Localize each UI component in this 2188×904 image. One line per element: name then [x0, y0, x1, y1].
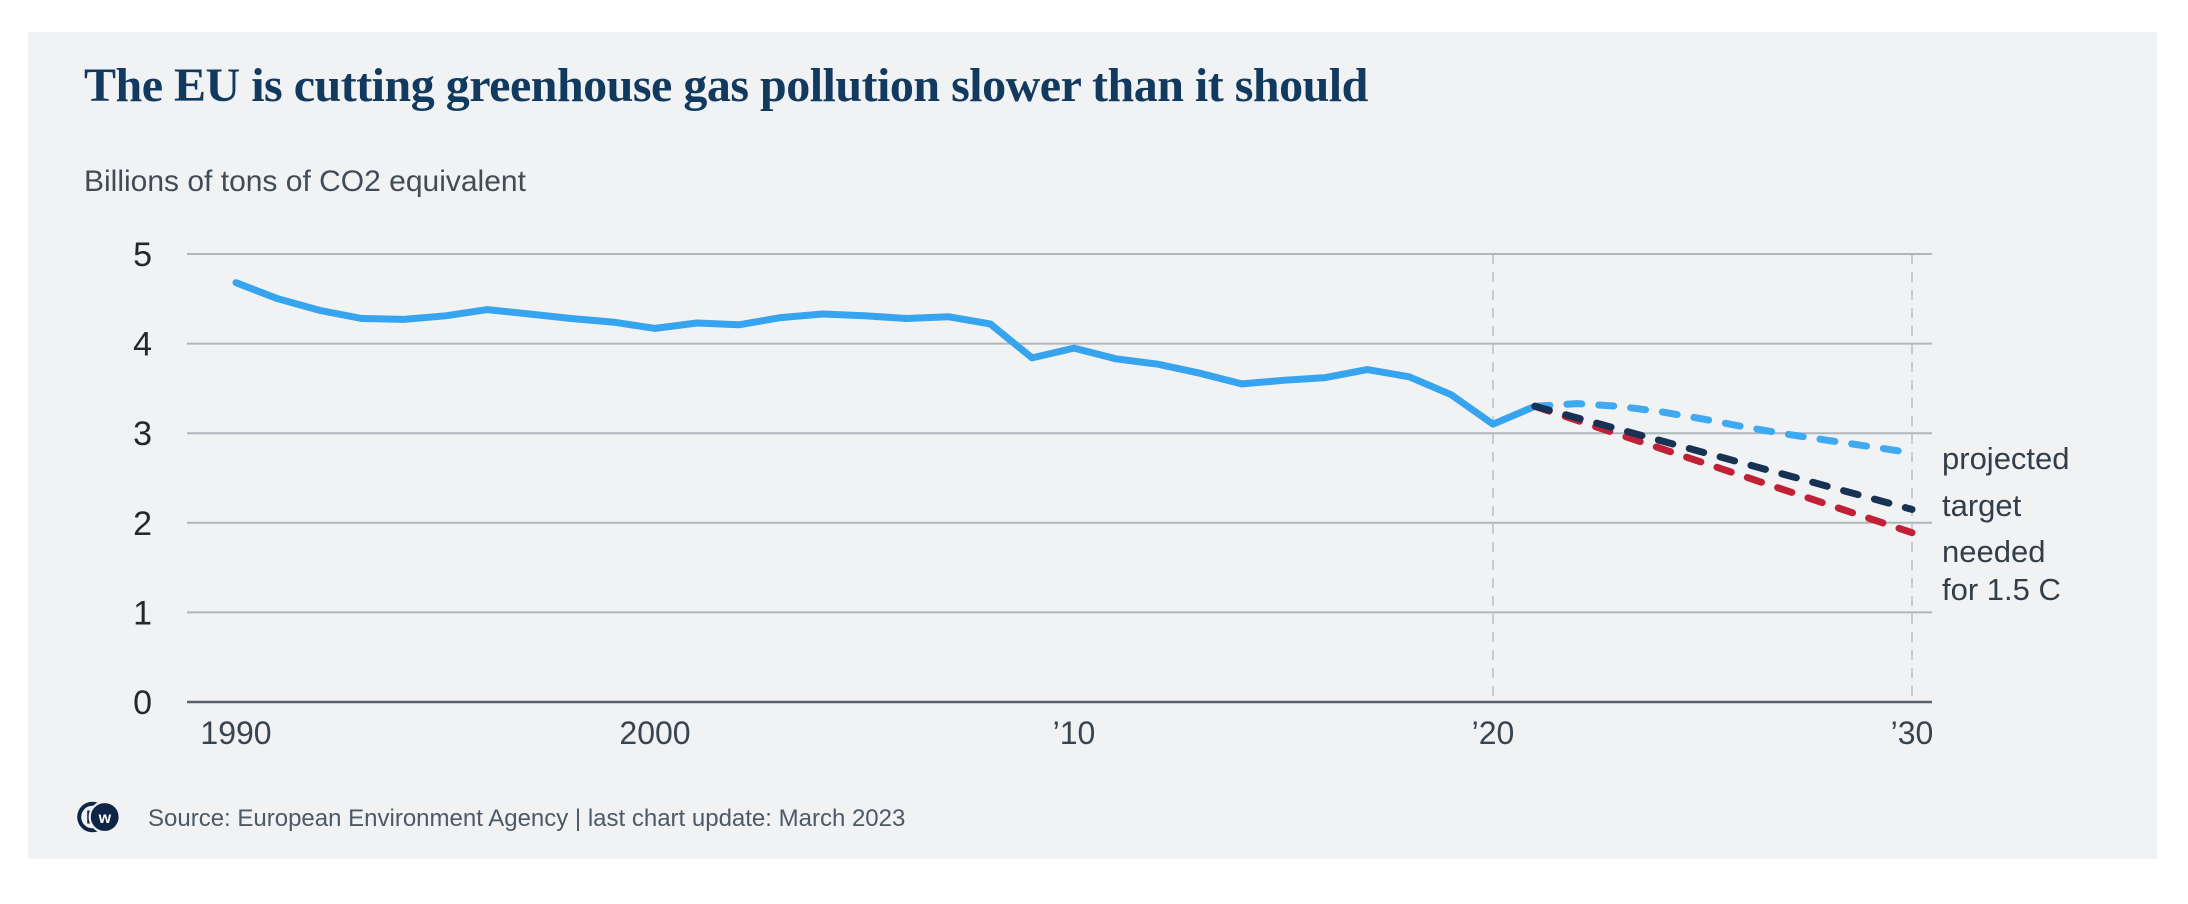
chart-subtitle: Billions of tons of CO2 equivalent: [84, 165, 526, 198]
dw-logo-right-circle: [88, 800, 120, 834]
x-tick-label-2020: ’20: [1472, 715, 1515, 751]
y-tick-label-1: 1: [133, 594, 152, 632]
series-label-needed-for-1-5-c: needed for 1.5 C: [1942, 533, 2061, 609]
y-tick-label-2: 2: [133, 505, 152, 543]
y-tick-label-4: 4: [133, 326, 152, 364]
series-label-target: target: [1942, 488, 2022, 523]
source-text: Source: European Environment Agency | la…: [148, 805, 906, 832]
x-tick-label-2000: 2000: [619, 715, 690, 751]
chart-card: [28, 32, 2157, 859]
series-needed-for-1-5-c: [1531, 402, 1916, 537]
x-tick-label-2030: ’30: [1891, 715, 1934, 751]
series-projected: [1531, 400, 1916, 457]
chart-title: The EU is cutting greenhouse gas polluti…: [84, 59, 1368, 112]
series-historical-emissions: [232, 279, 1539, 428]
x-tick-label-2010: ’10: [1053, 715, 1096, 751]
y-tick-label-3: 3: [133, 415, 152, 453]
series-label-needed-line2: for 1.5 C: [1942, 572, 2061, 607]
dw-logo: D w: [77, 800, 120, 834]
series-label-projected: projected: [1942, 441, 2070, 476]
y-tick-label-5: 5: [133, 236, 152, 274]
y-tick-label-0: 0: [133, 684, 152, 722]
x-tick-label-1990: 1990: [200, 715, 271, 751]
dw-logo-letter-w: w: [98, 810, 112, 827]
series-target: [1531, 402, 1916, 513]
series-label-needed-line1: needed: [1942, 534, 2046, 569]
